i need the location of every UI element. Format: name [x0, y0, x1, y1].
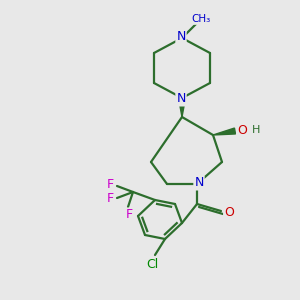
- Text: F: F: [125, 208, 133, 221]
- Polygon shape: [178, 98, 185, 117]
- Text: H: H: [252, 125, 260, 135]
- Text: F: F: [106, 178, 114, 191]
- Text: CH₃: CH₃: [191, 14, 211, 24]
- Polygon shape: [213, 128, 236, 135]
- Text: F: F: [106, 193, 114, 206]
- Text: O: O: [224, 206, 234, 220]
- Text: N: N: [176, 31, 186, 44]
- Text: N: N: [194, 176, 204, 190]
- Text: O: O: [237, 124, 247, 136]
- Text: Cl: Cl: [146, 259, 158, 272]
- Text: N: N: [176, 92, 186, 106]
